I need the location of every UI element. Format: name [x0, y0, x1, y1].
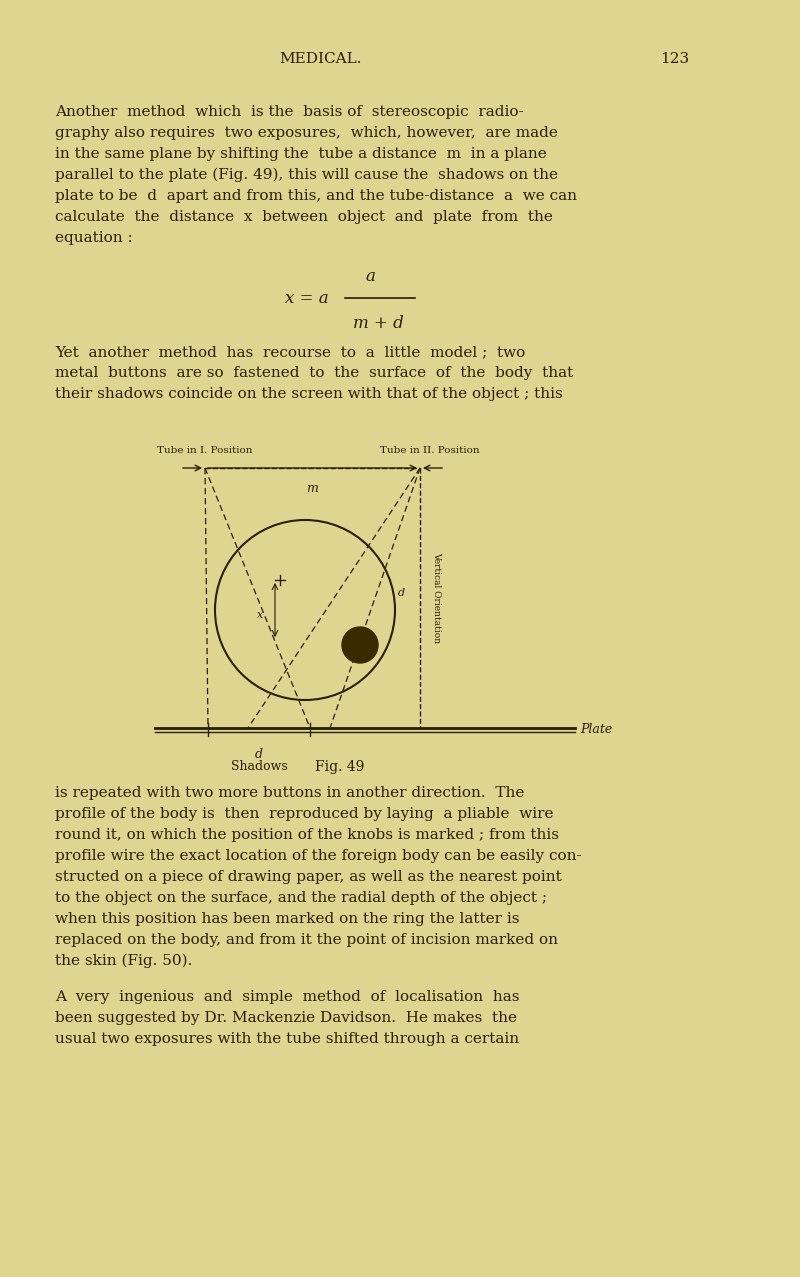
- Text: calculate  the  distance  x  between  object  and  plate  from  the: calculate the distance x between object …: [55, 209, 553, 223]
- Text: m: m: [306, 481, 318, 495]
- Text: Vertical Orientation: Vertical Orientation: [432, 553, 441, 644]
- Text: d: d: [398, 587, 405, 598]
- Text: been suggested by Dr. Mackenzie Davidson.  He makes  the: been suggested by Dr. Mackenzie Davidson…: [55, 1011, 517, 1025]
- Text: is repeated with two more buttons in another direction.  The: is repeated with two more buttons in ano…: [55, 787, 524, 799]
- Text: structed on a piece of drawing paper, as well as the nearest point: structed on a piece of drawing paper, as…: [55, 870, 562, 884]
- Text: profile wire the exact location of the foreign body can be easily con-: profile wire the exact location of the f…: [55, 849, 582, 863]
- Text: Fig. 49: Fig. 49: [315, 760, 365, 774]
- Text: profile of the body is  then  reproduced by laying  a pliable  wire: profile of the body is then reproduced b…: [55, 807, 554, 821]
- Text: parallel to the plate (Fig. 49), this will cause the  shadows on the: parallel to the plate (Fig. 49), this wi…: [55, 169, 558, 183]
- Text: MEDICAL.: MEDICAL.: [278, 52, 362, 66]
- Text: x: x: [257, 610, 263, 621]
- Text: round it, on which the position of the knobs is marked ; from this: round it, on which the position of the k…: [55, 827, 559, 842]
- Text: plate to be  d  apart and from this, and the tube-distance  a  we can: plate to be d apart and from this, and t…: [55, 189, 577, 203]
- Text: their shadows coincide on the screen with that of the object ; this: their shadows coincide on the screen wit…: [55, 387, 562, 401]
- Text: Plate: Plate: [580, 723, 612, 736]
- Text: when this position has been marked on the ring the latter is: when this position has been marked on th…: [55, 912, 519, 926]
- Text: a: a: [365, 268, 375, 285]
- Text: to the object on the surface, and the radial depth of the object ;: to the object on the surface, and the ra…: [55, 891, 547, 905]
- Text: equation :: equation :: [55, 231, 133, 245]
- Text: Tube in I. Position: Tube in I. Position: [158, 446, 253, 455]
- Text: the skin (Fig. 50).: the skin (Fig. 50).: [55, 954, 192, 968]
- Text: in the same plane by shifting the  tube a distance  m  in a plane: in the same plane by shifting the tube a…: [55, 147, 546, 161]
- Text: A  very  ingenious  and  simple  method  of  localisation  has: A very ingenious and simple method of lo…: [55, 990, 519, 1004]
- Text: metal  buttons  are so  fastened  to  the  surface  of  the  body  that: metal buttons are so fastened to the sur…: [55, 366, 574, 381]
- Text: Another  method  which  is the  basis of  stereoscopic  radio-: Another method which is the basis of ste…: [55, 105, 524, 119]
- Text: d: d: [255, 748, 263, 761]
- Circle shape: [342, 627, 378, 663]
- Text: Shadows: Shadows: [230, 760, 287, 773]
- Text: x = a: x = a: [285, 290, 329, 306]
- Text: graphy also requires  two exposures,  which, however,  are made: graphy also requires two exposures, whic…: [55, 126, 558, 140]
- Text: m + d: m + d: [353, 315, 403, 332]
- Text: usual two exposures with the tube shifted through a certain: usual two exposures with the tube shifte…: [55, 1032, 519, 1046]
- Text: replaced on the body, and from it the point of incision marked on: replaced on the body, and from it the po…: [55, 933, 558, 948]
- Text: 123: 123: [660, 52, 689, 66]
- Text: Tube in II. Position: Tube in II. Position: [380, 446, 480, 455]
- Text: Yet  another  method  has  recourse  to  a  little  model ;  two: Yet another method has recourse to a lit…: [55, 345, 526, 359]
